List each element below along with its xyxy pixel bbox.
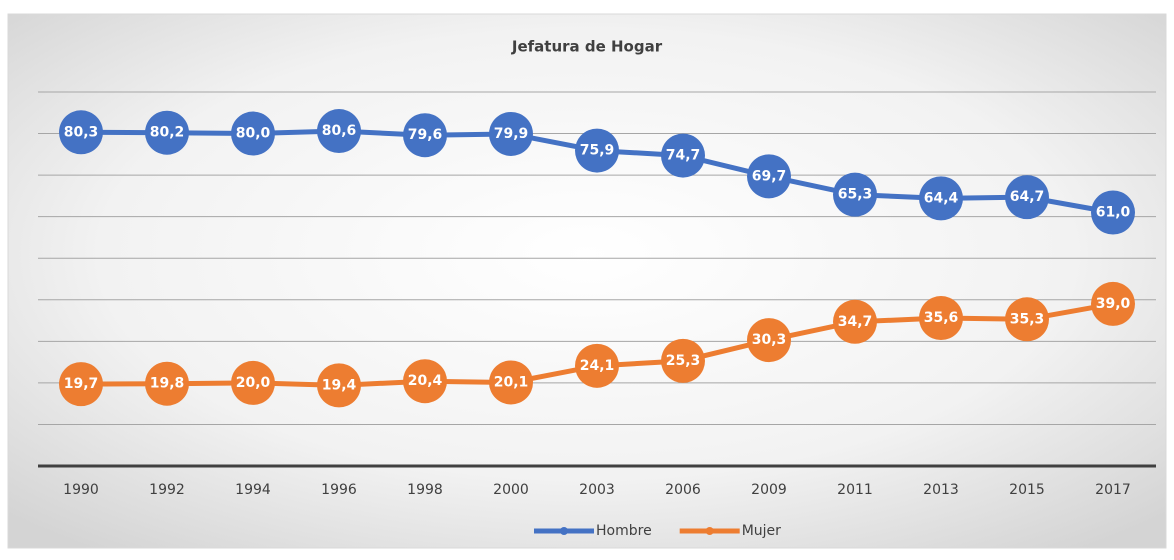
data-point (1005, 175, 1049, 220)
data-label: 20,0 (236, 375, 271, 391)
x-tick-label: 2009 (751, 482, 787, 498)
data-label: 20,1 (494, 374, 529, 390)
x-tick-label: 2006 (665, 482, 701, 498)
data-label: 35,3 (1010, 311, 1045, 327)
data-label: 30,3 (752, 332, 787, 348)
data-point (317, 363, 361, 408)
data-label: 19,4 (322, 377, 357, 393)
data-point (919, 296, 963, 341)
chart-title: Jefatura de Hogar (511, 38, 663, 56)
x-tick-label: 1990 (63, 482, 99, 498)
data-point (59, 110, 103, 155)
data-point (661, 133, 705, 178)
data-point (575, 128, 619, 173)
x-tick-label: 1996 (321, 482, 357, 498)
data-label: 61,0 (1096, 205, 1131, 221)
data-label: 39,0 (1096, 296, 1131, 312)
data-point (661, 338, 705, 383)
data-label: 74,7 (666, 148, 701, 164)
data-point (489, 360, 533, 405)
legend-label: Hombre (596, 523, 652, 539)
data-point (403, 113, 447, 158)
data-point (747, 318, 791, 363)
data-point (145, 110, 189, 155)
x-tick-label: 2011 (837, 482, 873, 498)
data-label: 69,7 (752, 168, 787, 184)
data-label: 34,7 (838, 314, 873, 330)
data-label: 20,4 (408, 373, 443, 389)
data-point (833, 299, 877, 344)
data-point (1005, 297, 1049, 342)
legend-marker (705, 527, 714, 535)
data-label: 80,6 (322, 123, 357, 139)
data-label: 80,2 (150, 125, 185, 141)
data-point (747, 154, 791, 199)
data-point (833, 172, 877, 217)
data-label: 80,0 (236, 126, 271, 142)
data-point (1091, 281, 1135, 326)
data-point (231, 111, 275, 156)
data-point (403, 359, 447, 404)
data-point (919, 176, 963, 221)
data-point (489, 111, 533, 156)
data-label: 35,6 (924, 310, 959, 326)
data-label: 19,7 (64, 376, 99, 392)
x-tick-label: 2017 (1095, 482, 1131, 498)
data-label: 25,3 (666, 353, 701, 369)
data-label: 64,7 (1010, 189, 1045, 205)
legend-label: Mujer (742, 523, 781, 539)
data-label: 19,8 (150, 376, 185, 392)
x-tick-label: 1998 (407, 482, 443, 498)
x-tick-label: 2013 (923, 482, 959, 498)
data-point (145, 361, 189, 406)
data-label: 79,9 (494, 126, 529, 142)
data-label: 75,9 (580, 143, 615, 159)
data-label: 80,3 (64, 124, 99, 140)
data-label: 65,3 (838, 187, 873, 203)
data-point (317, 109, 361, 154)
x-tick-label: 1992 (149, 482, 185, 498)
data-point (231, 360, 275, 405)
x-tick-label: 1994 (235, 482, 271, 498)
data-label: 64,4 (924, 190, 959, 206)
data-point (59, 362, 103, 407)
data-label: 24,1 (580, 358, 615, 374)
x-tick-label: 2003 (579, 482, 615, 498)
data-point (575, 343, 619, 388)
data-point (1091, 190, 1135, 235)
x-tick-label: 2000 (493, 482, 529, 498)
x-tick-label: 2015 (1009, 482, 1045, 498)
data-label: 79,6 (408, 127, 443, 143)
legend-marker (560, 527, 568, 535)
chart-background (7, 13, 1167, 549)
